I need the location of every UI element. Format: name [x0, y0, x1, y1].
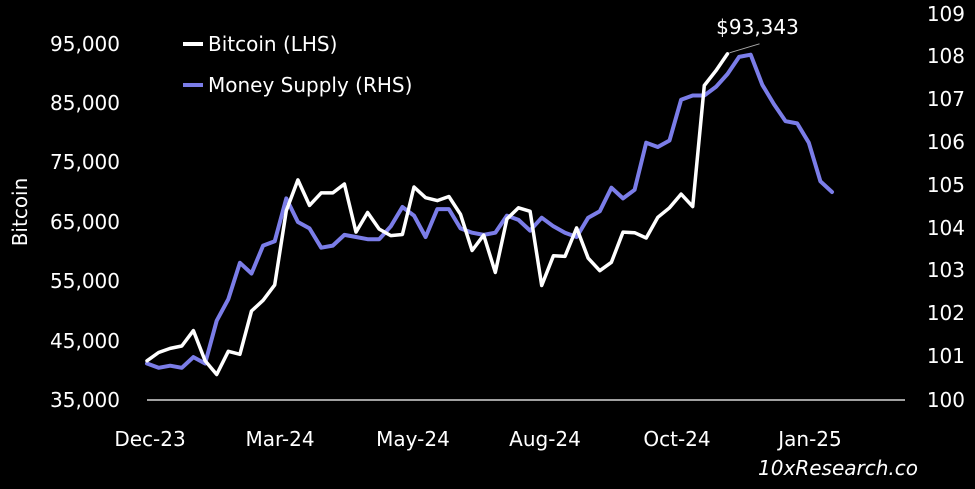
x-tick-label: Dec-23	[114, 427, 185, 451]
x-tick-label: Mar-24	[245, 427, 314, 451]
watermark: 10xResearch.co	[758, 456, 918, 480]
x-axis-ticks: Dec-23 Mar-24 May-24 Aug-24 Oct-24 Jan-2…	[114, 427, 841, 451]
right-tick-label: 105	[927, 173, 965, 197]
left-tick-label: 35,000	[50, 388, 120, 412]
right-tick-label: 100	[927, 388, 965, 412]
legend: Bitcoin (LHS) Money Supply (RHS)	[183, 32, 412, 97]
annotation-leader-line	[729, 43, 760, 54]
x-tick-label: Oct-24	[643, 427, 710, 451]
right-tick-label: 104	[927, 216, 965, 240]
right-tick-label: 107	[927, 87, 965, 111]
right-tick-label: 108	[927, 44, 965, 68]
legend-label-bitcoin: Bitcoin (LHS)	[208, 32, 337, 56]
peak-annotation: $93,343	[716, 15, 799, 39]
left-tick-label: 55,000	[50, 269, 120, 293]
right-y-ticks: 109 108 107 106 105 104 103 102 101 100	[927, 2, 965, 412]
right-tick-label: 109	[927, 2, 965, 26]
legend-label-money-supply: Money Supply (RHS)	[208, 73, 412, 97]
left-y-ticks: 95,000 85,000 75,000 65,000 55,000 45,00…	[50, 32, 120, 412]
left-tick-label: 85,000	[50, 91, 120, 115]
x-tick-label: Jan-25	[776, 427, 842, 451]
left-tick-label: 95,000	[50, 32, 120, 56]
series-line-money-supply	[145, 52, 834, 370]
right-tick-label: 103	[927, 258, 965, 282]
x-tick-label: Aug-24	[509, 427, 581, 451]
left-tick-label: 45,000	[50, 329, 120, 353]
left-tick-label: 65,000	[50, 210, 120, 234]
right-tick-label: 102	[927, 301, 965, 325]
x-tick-label: May-24	[376, 427, 450, 451]
right-tick-label: 106	[927, 130, 965, 154]
series-line-bitcoin	[145, 52, 730, 377]
right-tick-label: 101	[927, 344, 965, 368]
y-axis-label: Bitcoin	[8, 178, 32, 247]
left-tick-label: 75,000	[50, 150, 120, 174]
